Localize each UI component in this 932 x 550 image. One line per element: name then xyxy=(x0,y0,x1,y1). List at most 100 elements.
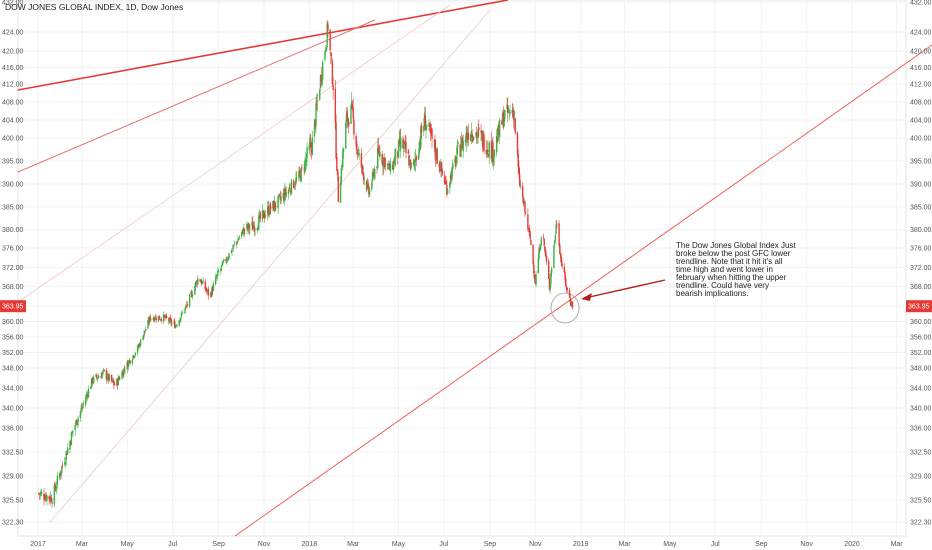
y-tick-label-left: 332.50 xyxy=(2,450,24,457)
candle-body xyxy=(408,154,410,166)
candle-body xyxy=(498,125,500,135)
candle-body xyxy=(481,133,483,136)
candle-body xyxy=(334,88,337,123)
candle-body xyxy=(49,497,51,501)
candle-body xyxy=(221,261,224,266)
candle-body xyxy=(319,90,321,100)
candle-body xyxy=(139,339,142,346)
candle-body xyxy=(423,125,425,132)
candle-body xyxy=(431,128,433,140)
candle-body xyxy=(301,167,303,169)
y-tick-label-right: 416.00 xyxy=(910,65,932,72)
candle-body xyxy=(259,212,261,219)
x-tick-label: May xyxy=(663,541,677,548)
y-tick-label-left: 385.00 xyxy=(2,204,24,211)
candle-body xyxy=(64,462,66,465)
candle-body xyxy=(67,448,69,454)
chart-annotation: The Dow Jones Global Index Just broke be… xyxy=(676,241,796,298)
candle-body xyxy=(205,288,207,291)
candle-body xyxy=(97,376,99,379)
candle-body xyxy=(367,182,369,185)
candle-body xyxy=(59,474,62,476)
candle-body xyxy=(511,109,513,114)
candle-body xyxy=(304,160,306,172)
candle-body xyxy=(128,360,131,362)
y-tick-label-left: 432.00 xyxy=(2,0,24,7)
x-tick-label: May xyxy=(392,541,406,548)
candle-body xyxy=(258,215,260,230)
candle-body xyxy=(379,152,381,157)
candle-body xyxy=(414,159,416,162)
candle-body xyxy=(558,223,560,246)
candle-body xyxy=(542,237,545,239)
candle-body xyxy=(471,133,473,138)
candle-body xyxy=(223,259,225,262)
candle-body xyxy=(123,368,125,370)
candle-body xyxy=(461,138,463,149)
candle-body xyxy=(561,263,563,267)
candle-body xyxy=(381,154,383,164)
candle-body xyxy=(41,492,43,494)
candle-body xyxy=(346,110,348,122)
candle-body xyxy=(201,282,203,284)
candle-body xyxy=(206,289,209,291)
candle-body xyxy=(404,140,406,144)
candle-body xyxy=(253,225,256,232)
candle-body xyxy=(501,112,504,123)
candle-body xyxy=(96,375,98,378)
candle-body xyxy=(559,254,562,258)
candle-body xyxy=(101,373,103,379)
candle-body xyxy=(220,265,223,268)
candle-body xyxy=(60,472,62,474)
candle-body xyxy=(132,355,134,359)
candle-body xyxy=(521,186,524,197)
candle-body xyxy=(226,259,229,260)
candle-body xyxy=(290,191,292,193)
candle-body xyxy=(368,185,370,195)
candle-body xyxy=(483,134,485,152)
candle-body xyxy=(374,169,376,179)
candle-body xyxy=(330,58,333,60)
candle-body xyxy=(246,223,248,230)
x-tick-label: Sep xyxy=(484,541,497,548)
candle-body xyxy=(315,103,317,126)
candle-body xyxy=(545,256,548,262)
candle-body xyxy=(65,451,67,461)
candle-body xyxy=(563,266,566,273)
candle-body xyxy=(101,371,104,374)
candle-body xyxy=(419,144,421,146)
candle-body xyxy=(412,162,415,164)
candle-body xyxy=(330,52,332,57)
candle-body xyxy=(438,162,441,168)
candle-body xyxy=(290,179,293,194)
candle-body xyxy=(149,316,151,320)
candle-body xyxy=(430,131,432,132)
candle-body xyxy=(455,156,458,164)
candle-body xyxy=(316,103,318,105)
candle-body xyxy=(191,294,194,296)
y-tick-label-right: 368.00 xyxy=(910,284,932,291)
candle-body xyxy=(522,197,525,205)
candle-body xyxy=(560,256,563,263)
candle-body xyxy=(539,244,542,250)
candle-body xyxy=(116,379,119,386)
candle-body xyxy=(278,194,281,196)
candle-body xyxy=(210,293,212,297)
candle-body xyxy=(212,283,215,291)
candle-body xyxy=(456,145,458,155)
candle-body xyxy=(382,158,385,169)
candle-body xyxy=(107,373,109,379)
candle-body xyxy=(528,228,531,233)
candle-body xyxy=(555,224,557,234)
candle-body xyxy=(169,317,172,320)
candle-body xyxy=(377,146,380,151)
candle-body xyxy=(570,301,572,306)
x-tick-label: 2018 xyxy=(302,541,318,548)
candle-body xyxy=(529,231,531,239)
plot-area xyxy=(17,0,907,537)
x-tick-label: Nov xyxy=(800,541,813,548)
candle-body xyxy=(61,464,64,466)
candle-body xyxy=(283,193,285,200)
candle-body xyxy=(462,140,464,152)
